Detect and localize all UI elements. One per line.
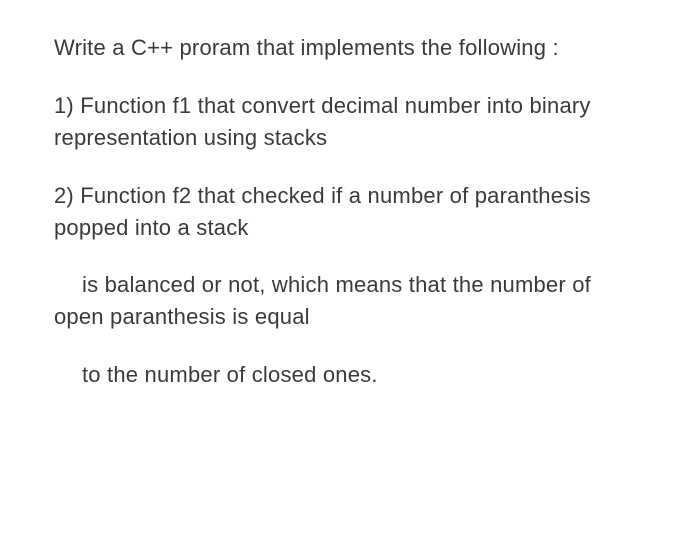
continuation-line-1: is balanced or not, which means that the… [54, 269, 646, 333]
intro-paragraph: Write a C++ proram that implements the f… [54, 32, 646, 64]
continuation-line-2: to the number of closed ones. [54, 359, 646, 391]
continuation-text-1: is balanced or not, which means that the… [54, 272, 591, 329]
continuation-text-2: to the number of closed ones. [82, 362, 378, 387]
list-item-2: 2) Function f2 that checked if a number … [54, 180, 646, 244]
list-item-1: 1) Function f1 that convert decimal numb… [54, 90, 646, 154]
